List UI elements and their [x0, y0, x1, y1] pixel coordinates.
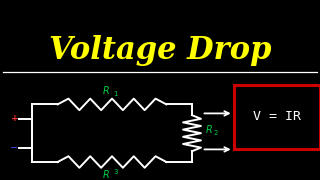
Text: −: − [10, 143, 19, 153]
Text: R: R [103, 86, 110, 96]
Text: 3: 3 [113, 169, 117, 175]
Text: R: R [103, 170, 110, 180]
Text: 2: 2 [214, 130, 218, 136]
Text: Voltage Drop: Voltage Drop [49, 35, 271, 66]
Text: 1: 1 [113, 91, 117, 98]
Text: V = IR: V = IR [253, 111, 301, 123]
Text: R: R [206, 125, 213, 135]
FancyBboxPatch shape [234, 85, 320, 149]
Text: +: + [11, 114, 18, 123]
